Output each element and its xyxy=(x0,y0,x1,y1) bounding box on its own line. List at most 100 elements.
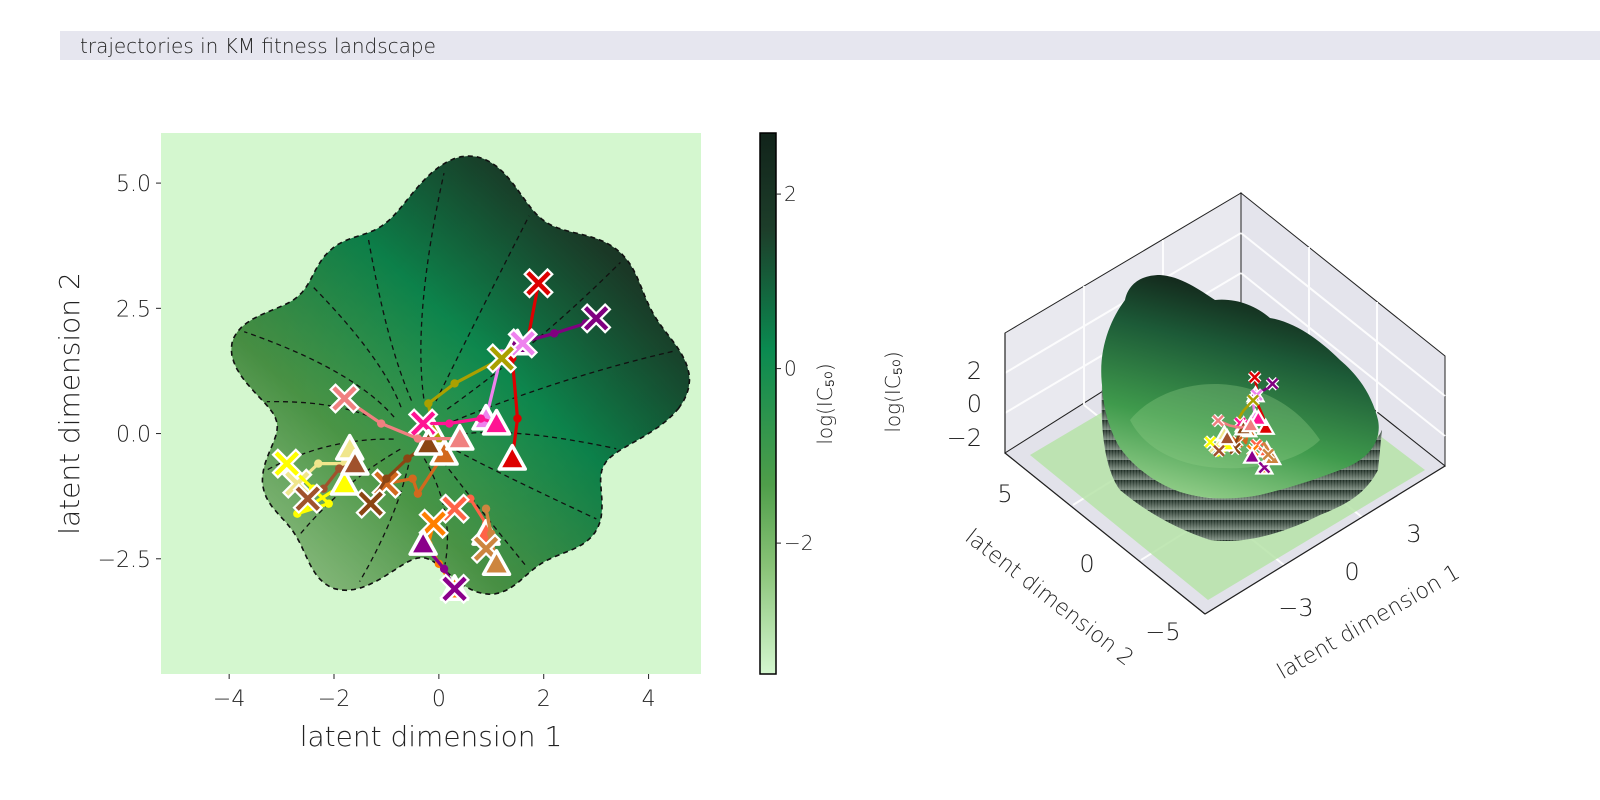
trajectory-point xyxy=(550,329,559,338)
trajectory-point xyxy=(424,399,433,408)
colorbar-tick-label: −2 xyxy=(784,531,813,555)
landscape-3d-panel: 2 0 −2 5 0 −5 −3 0 3 latent dimension 2 latent d… xyxy=(881,191,1464,685)
trajectory xyxy=(470,504,512,576)
surface-top xyxy=(1101,275,1379,499)
contour-line xyxy=(453,350,674,422)
trajectory-point xyxy=(413,434,423,443)
landscape-boundary xyxy=(230,155,691,596)
trajectory-path xyxy=(423,416,497,426)
end-marker-3d xyxy=(1255,417,1276,435)
axis-line-y-3d xyxy=(1004,452,1206,615)
start-marker-3d xyxy=(1247,394,1259,407)
contour-line xyxy=(311,285,402,408)
contour-line xyxy=(359,455,412,582)
start-marker xyxy=(473,536,499,561)
trajectory-point xyxy=(335,464,344,473)
trajectory-point xyxy=(382,474,391,483)
start-marker xyxy=(332,386,357,411)
y-axis-label-3d: latent dimension 2 xyxy=(960,525,1138,672)
trajectory-point xyxy=(408,474,417,483)
start-marker-3d xyxy=(1212,414,1224,427)
end-marker-3d xyxy=(1242,446,1262,464)
x-tick-label: −2 xyxy=(318,687,350,712)
figure-title: trajectories in KM fitness landscape xyxy=(80,34,436,58)
trajectory-path xyxy=(343,397,460,441)
start-marker-3d xyxy=(1213,444,1225,457)
trajectory xyxy=(271,448,360,518)
end-marker xyxy=(408,529,438,556)
z-tick-label-3d: −2 xyxy=(947,424,982,452)
contour-line xyxy=(448,445,597,520)
end-marker xyxy=(445,423,475,451)
trajectory xyxy=(408,529,470,605)
start-marker-3d xyxy=(1204,436,1217,448)
trajectory-3d xyxy=(1242,446,1272,475)
z-tick-label-3d: 2 xyxy=(967,357,982,385)
trajectory-3d xyxy=(1211,413,1261,433)
trajectory-3d xyxy=(1261,441,1283,466)
x-tick-label-3d: 0 xyxy=(1344,558,1359,586)
x-tick-label: 4 xyxy=(642,687,656,712)
contour-line xyxy=(446,261,621,410)
y-tick-label: 5.0 xyxy=(116,172,151,197)
x-axis-label-3d: latent dimension 1 xyxy=(1273,560,1464,685)
start-marker xyxy=(295,486,320,511)
colorbar-label: log(IC₅₀) xyxy=(813,363,837,444)
y-axis-label: latent dimension 2 xyxy=(53,272,86,535)
trajectory xyxy=(329,383,475,451)
end-marker xyxy=(481,549,512,576)
end-marker xyxy=(497,443,528,471)
trajectories xyxy=(271,267,612,605)
start-marker xyxy=(421,511,446,536)
end-marker-3d xyxy=(1217,427,1238,446)
y-tick-label-3d: 5 xyxy=(997,480,1012,508)
colorbar-ticks: 2 0 −2 xyxy=(776,182,813,555)
x-tick-label-3d: 3 xyxy=(1406,520,1421,548)
y-tick-label: 2.5 xyxy=(116,297,151,322)
ticks-3d: 2 0 −2 5 0 −5 −3 0 3 xyxy=(947,357,1422,646)
trajectory xyxy=(292,448,370,515)
start-marker xyxy=(442,576,467,602)
start-marker xyxy=(583,306,609,331)
end-marker xyxy=(481,408,512,436)
trajectory-point xyxy=(450,379,459,388)
trajectory-point xyxy=(413,489,423,498)
trajectory-point xyxy=(476,414,486,423)
trajectory-point xyxy=(376,419,386,428)
z-axis-label-3d: log(IC₅₀) xyxy=(881,351,905,432)
axes-2d: −4 −2 0 2 4 5.0 2.5 0.0 −2.5 xyxy=(98,172,656,712)
trajectory-point xyxy=(481,504,491,513)
y-tick-label: 0.0 xyxy=(116,423,151,448)
start-marker xyxy=(358,491,383,516)
start-marker-3d xyxy=(1262,448,1275,461)
colorbar-tick-label: 2 xyxy=(784,182,797,206)
trajectory-point xyxy=(513,414,522,423)
x-tick-label: 2 xyxy=(537,687,551,712)
colorbar-tick-label: 0 xyxy=(784,357,797,381)
y-tick-label: −2.5 xyxy=(98,548,151,573)
start-marker xyxy=(274,451,300,476)
trajectory-point xyxy=(324,499,333,508)
colorbar: 2 0 −2 log(IC₅₀) xyxy=(759,132,837,675)
end-marker xyxy=(413,428,444,456)
surface-skirt xyxy=(1101,385,1382,541)
x-tick-label: −4 xyxy=(213,687,245,712)
x-tick-label: 0 xyxy=(432,687,446,712)
contour-line xyxy=(420,172,445,399)
axis-line-x-3d xyxy=(1204,465,1446,615)
z-tick-label-3d: 0 xyxy=(967,390,982,418)
end-marker xyxy=(329,468,360,496)
trajectory-point xyxy=(445,419,454,428)
start-marker-3d xyxy=(1266,377,1279,390)
colorbar-gradient xyxy=(759,132,777,675)
figure-title-bar: trajectories in KM fitness landscape xyxy=(60,31,1600,60)
contour-line xyxy=(435,215,530,402)
start-marker xyxy=(489,346,514,371)
x-tick-label-3d: −3 xyxy=(1278,594,1313,622)
trajectory-path xyxy=(386,452,446,496)
trajectories-3d xyxy=(1203,370,1283,475)
y-tick-label-3d: −5 xyxy=(1145,618,1180,646)
contour-line xyxy=(266,438,394,471)
trajectory xyxy=(355,428,444,520)
end-marker-3d xyxy=(1240,414,1261,433)
